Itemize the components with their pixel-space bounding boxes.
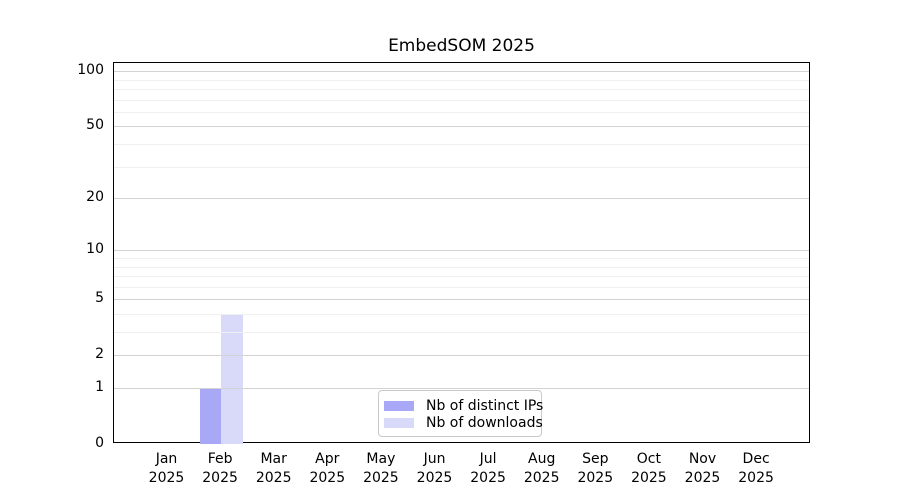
- legend-swatch-downloads: [384, 417, 414, 428]
- major-gridline: [114, 198, 809, 200]
- x-axis-tick-label: Jan 2025: [148, 451, 185, 486]
- legend-label-downloads: Nb of downloads: [426, 414, 543, 431]
- x-axis-tick-label: Apr 2025: [309, 451, 346, 486]
- y-axis-tick-label: 5: [95, 290, 104, 307]
- major-gridline: [114, 71, 809, 73]
- legend-label-distinct-ips: Nb of distinct IPs: [426, 397, 544, 414]
- major-gridline: [114, 250, 809, 252]
- plot-area: [113, 62, 810, 444]
- legend: Nb of distinct IPs Nb of downloads: [378, 390, 543, 437]
- x-tick-mark: [0, 54, 1, 58]
- y-axis-tick-label: 20: [86, 189, 104, 206]
- x-axis-tick-label: Feb 2025: [202, 451, 238, 486]
- legend-swatch-distinct-ips: [384, 400, 414, 411]
- minor-gridline: [114, 258, 809, 260]
- minor-gridline: [114, 89, 809, 91]
- chart-title: EmbedSOM 2025: [388, 36, 535, 56]
- y-axis-tick-label: 100: [77, 62, 104, 79]
- x-axis-tick-label: Jul 2025: [470, 451, 506, 486]
- minor-gridline: [114, 276, 809, 278]
- minor-gridline: [114, 144, 809, 146]
- x-axis-tick-label: Nov 2025: [684, 451, 721, 486]
- y-axis-tick-label: 50: [86, 117, 104, 134]
- legend-item-downloads: Nb of downloads: [384, 414, 543, 431]
- minor-gridline: [114, 266, 809, 268]
- x-axis-tick-label: Dec 2025: [738, 451, 774, 486]
- minor-gridline: [114, 314, 809, 316]
- major-gridline: [114, 299, 809, 301]
- x-axis-tick-label: Jun 2025: [416, 451, 453, 486]
- bar-nb-of-distinct-ips: [199, 388, 222, 444]
- y-axis-tick-label: 1: [95, 379, 104, 396]
- minor-gridline: [114, 166, 809, 168]
- minor-gridline: [114, 112, 809, 114]
- minor-gridline: [114, 79, 809, 81]
- minor-gridline: [114, 286, 809, 288]
- x-axis-tick-label: Mar 2025: [255, 451, 292, 486]
- major-gridline: [114, 126, 809, 128]
- minor-gridline: [114, 332, 809, 334]
- minor-gridline: [114, 99, 809, 101]
- x-axis-tick-label: Sep 2025: [577, 451, 614, 486]
- x-axis-tick-label: Oct 2025: [631, 451, 667, 486]
- bar-nb-of-downloads: [221, 314, 243, 444]
- major-gridline: [114, 388, 809, 390]
- legend-item-distinct-ips: Nb of distinct IPs: [384, 397, 543, 414]
- x-axis-tick-label: Aug 2025: [523, 451, 560, 486]
- major-gridline: [114, 355, 809, 357]
- y-axis-tick-label: 2: [95, 346, 104, 363]
- y-axis-tick-label: 0: [95, 435, 104, 451]
- y-axis-tick-label: 10: [86, 241, 104, 258]
- x-axis-tick-label: May 2025: [363, 451, 399, 486]
